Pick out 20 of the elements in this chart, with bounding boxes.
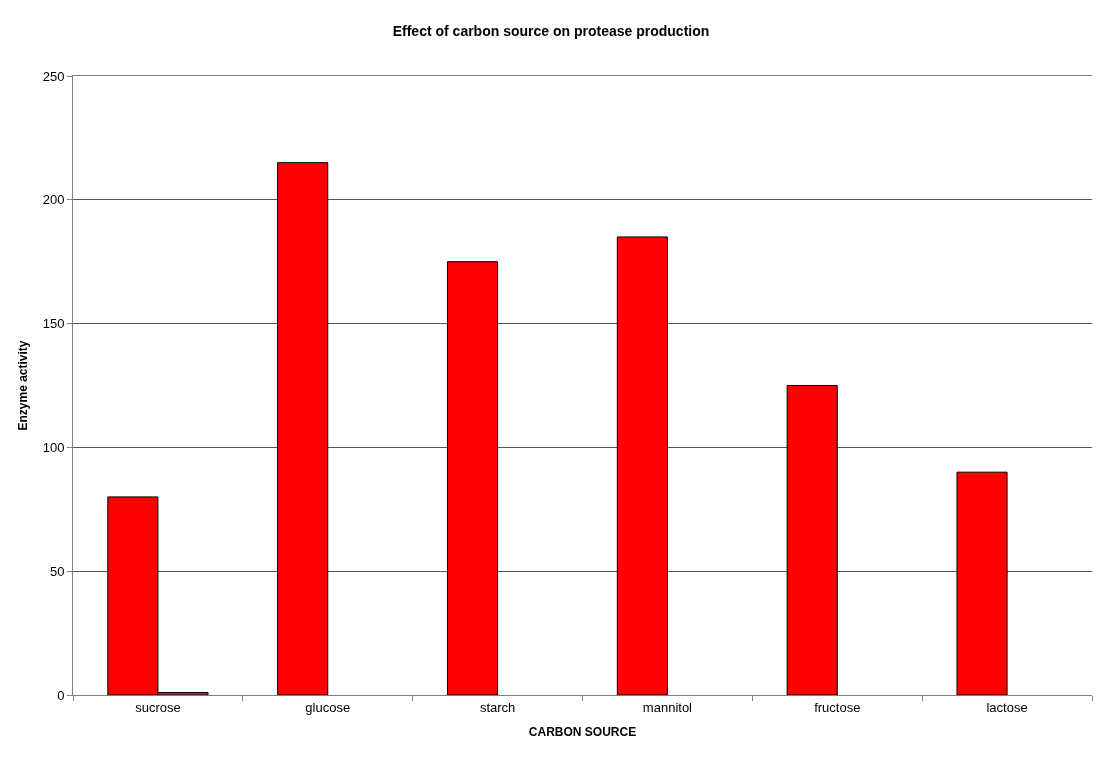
y-tick-label: 150 — [42, 316, 65, 332]
x-tick-label: sucrose — [135, 699, 181, 715]
y-tick-label: 250 — [42, 68, 65, 84]
y-tick-label: 50 — [49, 563, 65, 579]
bar — [277, 162, 329, 695]
y-tick-label: 200 — [42, 192, 65, 208]
x-axis-title: CARBON SOURCE — [528, 725, 637, 740]
y-tick-label: 100 — [42, 439, 65, 455]
chart-title: Effect of carbon source on protease production — [392, 23, 710, 40]
x-tick-label: fructose — [814, 699, 861, 715]
x-tick-label: glucose — [305, 699, 351, 715]
bar — [446, 261, 499, 695]
x-tick-label: lactose — [986, 699, 1028, 715]
bar — [786, 385, 838, 695]
y-axis-title: Enzyme activity — [16, 340, 30, 431]
x-tick-label: starch — [479, 699, 516, 715]
bar — [616, 236, 668, 695]
bar — [956, 471, 1008, 695]
x-tick-label: mannitol — [642, 699, 693, 715]
y-tick-label: 0 — [57, 687, 65, 703]
